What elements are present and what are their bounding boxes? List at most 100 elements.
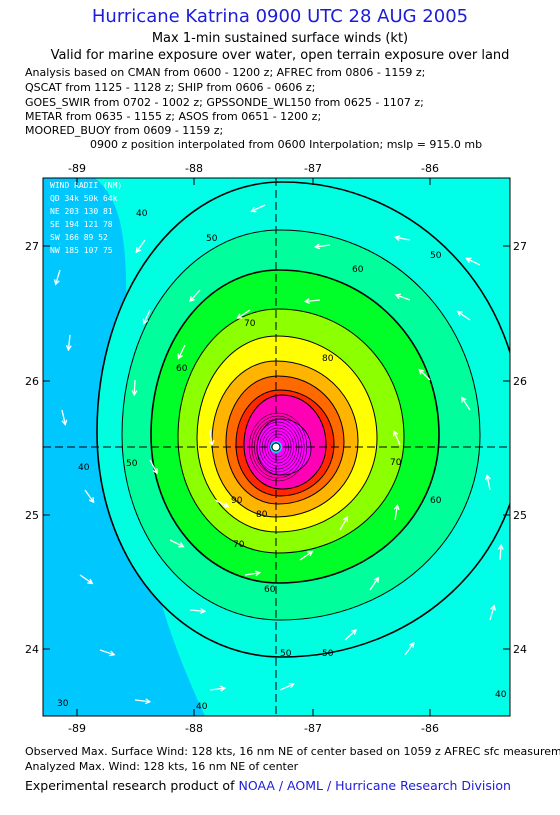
contour-label: 60 [430,496,442,506]
lon-label-top: -89 [68,162,86,175]
axis-ticks [43,178,510,716]
credit-line: Experimental research product of NOAA / … [25,778,511,793]
wind-vector-head [65,344,72,352]
wind-radii-row: NE 203 130 81 [50,207,113,216]
wind-vector [418,369,431,381]
wind-vector [369,577,379,591]
contour-label: 50 [280,649,292,659]
wind-vector [214,499,229,508]
analysis-line-2: QSCAT from 1125 - 1128 z; SHIP from 0606… [25,81,316,94]
wind-vector-head [490,604,496,611]
wind-radii-heading: WIND RADII (NM) [50,181,122,190]
wind-vector [315,244,331,248]
wind-radii-row: SE 194 121 78 [50,220,113,229]
contour-label: 70 [233,540,245,550]
wind-vector-head [223,502,230,508]
analyzed-max-wind: Analyzed Max. Wind: 128 kts, 16 nm NE of… [25,760,299,773]
map-title: Hurricane Katrina 0900 UTC 28 AUG 2005 [91,6,469,27]
lon-label-bottom: -88 [185,722,203,735]
contour-label: 60 [176,364,188,374]
observed-max-wind: Observed Max. Surface Wind: 128 kts, 16 … [25,745,560,758]
wind-vector-head [485,474,491,481]
contour-label: 40 [136,209,148,219]
wind-vector [84,489,95,503]
wind-vector-head [393,235,401,241]
credit-prefix: Experimental research product of [25,778,235,793]
contour-label: 40 [196,702,208,712]
wind-vector-head [497,543,504,550]
wind-vector-head [200,608,207,614]
wind-vector-head [373,576,380,583]
wind-vector [395,294,411,301]
wind-vector [177,344,186,359]
wind-vector-head [342,515,349,523]
wind-vector [149,459,158,474]
contour-label: 40 [495,690,507,700]
contour-label: 30 [57,699,69,709]
wind-vector-head [144,698,152,705]
wind-vector [466,257,481,266]
wind-vector-head [394,293,402,300]
wind-vector-head [219,685,227,692]
wind-vectors [54,204,504,705]
wind-vector-head [88,497,95,504]
credit-organization-link[interactable]: NOAA / AOML / Hurricane Research Divisio… [238,778,511,793]
contour-label: 50 [322,649,334,659]
storm-center-marker [271,442,281,452]
contour-label: 80 [256,510,268,520]
lat-label-right: 25 [513,509,527,522]
contour-label: 50 [430,251,442,261]
wind-vector-head [307,550,314,557]
wind-vector-head [135,247,142,254]
wind-vector [393,431,401,446]
wind-vector [135,239,146,253]
wind-vector-head [189,296,195,303]
wind-vector-head [142,318,149,325]
wind-vector [404,642,415,656]
contour-label: 80 [322,354,334,364]
analysis-line-1: Analysis based on CMAN from 0600 - 1200 … [25,66,426,79]
contour-label: 70 [244,319,256,329]
wind-vector [134,699,150,703]
contour-label: 70 [390,458,402,468]
wind-radii-row: SW 166 89 52 [50,233,108,242]
wind-vector-head [236,313,243,319]
wind-radii-columns: QD 34k 50k 64k [50,194,118,203]
wind-vector-head [152,468,158,475]
wind-vector [209,687,225,691]
wind-vector-head [456,310,463,317]
contour-label: 50 [206,234,218,244]
wind-vector [55,269,61,285]
wind-vector [189,289,201,302]
wind-vector [67,334,71,350]
wind-vector-head [408,641,415,648]
wind-vector [461,397,471,411]
wind-vector [339,516,349,531]
wind-vector-head [208,439,215,447]
wind-vector-head [393,503,400,511]
lat-label-left: 24 [25,643,39,656]
wind-vector-head [313,243,321,250]
axis-labels: -89 -88 -87 -86 -89 -88 -87 -86 27 26 25… [25,162,527,735]
wind-vector [489,605,495,621]
analysis-line-3: GOES_SWIR from 0702 - 1002 z; GPSSONDE_W… [25,96,424,109]
wind-vector [143,309,151,324]
lat-label-left: 27 [25,240,39,253]
wind-vector [61,409,66,425]
wind-vector-head [178,542,185,548]
wind-vector-head [254,570,262,577]
lon-label-top: -86 [421,162,439,175]
lon-label-top: -87 [304,162,322,175]
wind-vector-head [87,578,94,585]
wind-vector [395,236,411,241]
lon-label-bottom: -86 [421,722,439,735]
wind-vector-head [109,650,116,657]
wind-vector-head [303,298,311,305]
contour-label: 40 [78,463,90,473]
wind-vector-head [418,368,425,375]
contour-label: 50 [126,459,138,469]
lat-label-left: 26 [25,375,39,388]
wind-vector [344,629,357,641]
wind-vector-head [351,629,358,635]
wind-vector-head [131,390,138,397]
